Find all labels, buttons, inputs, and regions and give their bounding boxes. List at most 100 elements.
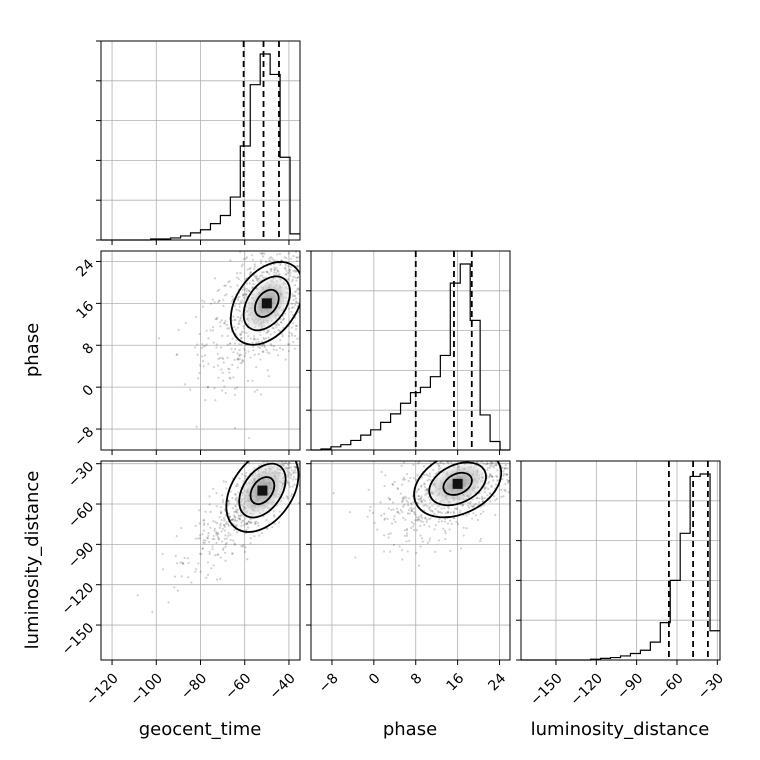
sample-point (505, 474, 508, 477)
sample-point (535, 450, 537, 452)
sample-point (240, 524, 243, 527)
sample-point (202, 539, 205, 542)
sample-point (273, 266, 276, 269)
sample-point (206, 386, 210, 389)
sample-point (236, 326, 240, 329)
sample-point (187, 576, 190, 579)
sample-point (212, 520, 215, 523)
sample-point (216, 534, 219, 537)
sample-point (415, 551, 418, 555)
sample-point (285, 458, 287, 460)
sample-point (444, 529, 447, 533)
sample-point (220, 530, 223, 533)
sample-point (267, 336, 270, 339)
sample-point (238, 477, 241, 480)
sample-point (481, 500, 484, 503)
sample-point (389, 550, 392, 553)
sample-point (461, 458, 463, 460)
sample-point (235, 339, 238, 342)
sample-point (281, 335, 284, 338)
sample-point (214, 554, 217, 557)
sample-point (275, 348, 278, 352)
sample-point (304, 238, 306, 240)
sample-point (383, 484, 386, 488)
sample-point (292, 306, 295, 309)
sample-point (252, 348, 255, 352)
sample-point (403, 497, 406, 500)
sample-point (293, 452, 295, 454)
sample-point (238, 353, 241, 356)
sample-point (537, 457, 539, 459)
sample-point (290, 326, 293, 329)
sample-point (215, 492, 218, 495)
sample-point (261, 271, 264, 274)
sample-point (230, 518, 233, 522)
sample-point (227, 524, 230, 527)
sample-point (508, 454, 510, 456)
sample-point (548, 456, 550, 458)
sample-point (402, 476, 405, 479)
sample-point (557, 456, 559, 458)
sample-point (529, 458, 531, 460)
sample-point (388, 498, 391, 501)
sample-point (444, 517, 447, 521)
sample-point (289, 494, 293, 498)
sample-point (254, 338, 257, 341)
sample-point (521, 438, 523, 440)
sample-point (195, 425, 198, 428)
sample-point (418, 498, 421, 502)
sample-point (515, 497, 517, 499)
sample-point (521, 444, 523, 446)
sample-point (175, 353, 178, 357)
sample-point (415, 516, 418, 519)
sample-point (307, 450, 309, 452)
sample-point (201, 305, 205, 308)
sample-point (288, 270, 291, 273)
sample-point (257, 345, 260, 349)
sample-point (235, 524, 238, 527)
sample-point (401, 549, 404, 552)
sample-point (216, 364, 220, 367)
sample-point (222, 357, 225, 361)
x-tick-label: 0 (366, 670, 384, 688)
sample-point (221, 371, 224, 374)
sample-point (229, 490, 232, 493)
y-tick-label: −8 (71, 424, 97, 450)
sample-point (330, 235, 332, 237)
sample-point (501, 453, 503, 455)
sample-point (294, 324, 298, 327)
y-tick-label: −150 (59, 620, 98, 659)
sample-point (241, 358, 244, 362)
sample-point (503, 467, 506, 470)
sample-point (201, 359, 205, 363)
sample-point (157, 337, 161, 340)
sample-point (311, 455, 313, 457)
sample-point (224, 284, 227, 287)
sample-point (226, 356, 229, 359)
sample-point (452, 510, 455, 513)
sample-point (242, 524, 245, 527)
sample-point (302, 266, 304, 268)
sample-point (308, 292, 310, 294)
sample-point (217, 288, 221, 291)
sample-point (194, 537, 197, 540)
sample-point (425, 520, 428, 523)
sample-point (459, 547, 463, 550)
sample-point (433, 528, 436, 531)
sample-point (462, 456, 464, 458)
sample-point (265, 260, 268, 263)
sample-point (239, 271, 242, 275)
sample-point (197, 377, 200, 380)
sample-point (459, 509, 462, 512)
sample-point (294, 471, 297, 474)
sample-point (228, 371, 231, 374)
sample-point (296, 276, 299, 280)
sample-point (292, 472, 295, 475)
sample-point (256, 388, 259, 392)
density-peak (261, 298, 272, 309)
sample-point (292, 452, 294, 454)
sample-point (440, 520, 443, 523)
sample-point (301, 295, 303, 297)
x-tick-label: 24 (485, 670, 509, 694)
sample-point (383, 518, 386, 521)
